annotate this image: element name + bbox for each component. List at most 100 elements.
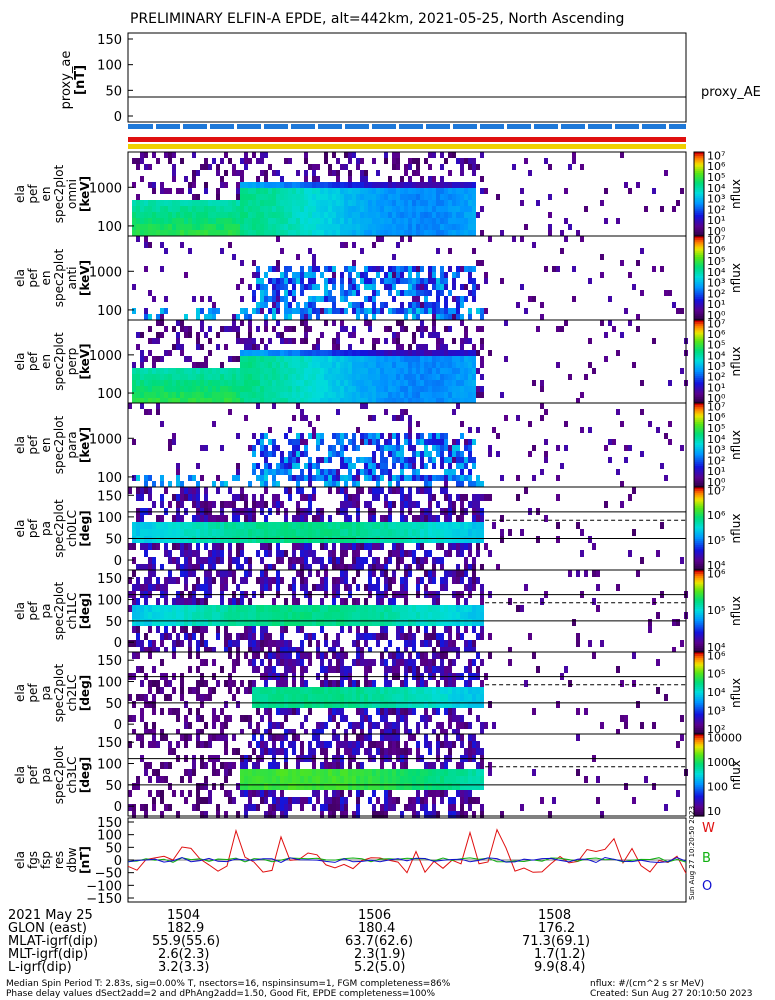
spectrogram-cell [440, 290, 444, 296]
spectrogram-cell [316, 398, 320, 404]
spectrogram-cell [648, 619, 652, 626]
spectrogram-cell [384, 326, 388, 332]
spectrogram-cell [300, 409, 304, 415]
spectrogram-cell [464, 619, 468, 626]
spectrogram-cell [268, 701, 272, 708]
spectrogram-cell [532, 445, 536, 451]
spectrogram-cell [452, 278, 456, 284]
spectrogram-cell [680, 557, 684, 564]
spectrogram-cell [224, 170, 228, 176]
spectrogram-cell [300, 640, 304, 647]
spectrogram-cell [416, 487, 420, 494]
spectrogram-cell [316, 380, 320, 386]
spectrogram-cell [324, 308, 328, 314]
spectrogram-cell [444, 158, 448, 164]
spectrogram-cell [156, 687, 160, 694]
colorbar-cell [694, 378, 704, 381]
spectrogram-cell [332, 612, 336, 619]
spectrogram-cell [444, 356, 448, 362]
spectrogram-cell [416, 536, 420, 543]
spectrogram-cell [460, 469, 464, 475]
spectrogram-cell [284, 729, 288, 736]
spectrogram-cell [200, 557, 204, 564]
spectrogram-cell [256, 687, 260, 694]
spectrogram-cell [452, 374, 456, 380]
spectrogram-cell [544, 515, 548, 522]
spectrogram-cell [320, 200, 324, 206]
spectrogram-cell [416, 522, 420, 529]
spectrogram-cell [332, 687, 336, 694]
colorbar-tick: 10⁶ [707, 160, 726, 173]
spectrogram-cell [400, 494, 404, 501]
spectrogram-cell [280, 469, 284, 475]
spectrogram-cell [352, 550, 356, 557]
spectrogram-cell [168, 536, 172, 543]
spectrogram-cell [252, 218, 256, 224]
spectrogram-cell [460, 206, 464, 212]
spectrogram-cell [288, 302, 292, 308]
spectrogram-cell [440, 380, 444, 386]
spectrogram-cell [348, 302, 352, 308]
colorbar-cell [694, 606, 704, 610]
spectrogram-cell [252, 640, 256, 647]
spectrogram-cell [348, 278, 352, 284]
spectrogram-cell [472, 501, 476, 508]
spectrogram-cell [396, 290, 400, 296]
spectrogram-cell [312, 188, 316, 194]
spectrogram-cell [436, 536, 440, 543]
spectrogram-cell [432, 536, 436, 543]
spectrogram-cell [424, 398, 428, 404]
spectrogram-cell [456, 543, 460, 550]
spectrogram-cell [276, 708, 280, 715]
spectrogram-cell [428, 206, 432, 212]
spectrogram-cell [380, 626, 384, 633]
spectrogram-cell [368, 266, 372, 272]
spectrogram-cell [204, 188, 208, 194]
spectrogram-cell [328, 356, 332, 362]
spectrogram-cell [480, 356, 484, 362]
spectrogram-cell [348, 439, 352, 445]
spectrogram-cell [424, 278, 428, 284]
spectrogram-cell [472, 515, 476, 522]
spectrogram-cell [376, 522, 380, 529]
spectrogram-cell [312, 386, 316, 392]
spectrogram-cell [268, 469, 272, 475]
spectrogram-cell [392, 570, 396, 577]
spectrogram-cell [180, 640, 184, 647]
spectrogram-cell [132, 619, 136, 626]
spectrogram-cell [236, 194, 240, 200]
spectrogram-cell [304, 612, 308, 619]
spectrogram-cell [428, 164, 432, 170]
spectrogram-cell [460, 522, 464, 529]
spectrogram-cell [172, 647, 176, 654]
spectrogram-cell [384, 605, 388, 612]
spectrogram-cell [284, 350, 288, 356]
spectrogram-cell [404, 409, 408, 415]
spectrogram-cell [364, 374, 368, 380]
spectrogram-cell [340, 284, 344, 290]
spectrogram-cell [444, 536, 448, 543]
spectrogram-cell [468, 481, 472, 487]
spectrogram-cell [468, 427, 472, 433]
spectrogram-cell [452, 182, 456, 188]
spectrogram-cell [408, 176, 412, 182]
spectrogram-cell [244, 619, 248, 626]
spectrogram-cell [324, 182, 328, 188]
spectrogram-cell [264, 475, 268, 481]
spectrogram-cell [140, 536, 144, 543]
spectrogram-cell [448, 463, 452, 469]
spectrogram-cell [248, 659, 252, 666]
spectrogram-cell [316, 557, 320, 564]
spectrogram-cell [432, 570, 436, 577]
spectrogram-cell [220, 708, 224, 715]
colorbar-label: nflux [729, 514, 743, 544]
spectrogram-cell [440, 536, 444, 543]
spectrogram-cell [396, 188, 400, 194]
spectrogram-cell [216, 230, 220, 236]
spectrogram-cell [412, 557, 416, 564]
spectrogram-cell [432, 475, 436, 481]
spectrogram-cell [356, 398, 360, 404]
spectrogram-cell [248, 158, 252, 164]
colorbar-cell [694, 351, 704, 354]
colorbar-cell [694, 565, 704, 569]
